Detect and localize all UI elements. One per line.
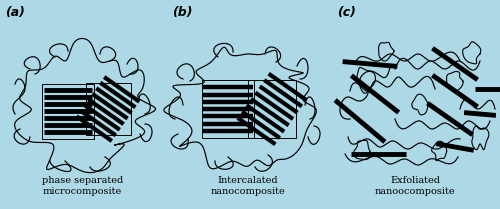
Text: (a): (a) xyxy=(5,6,25,19)
Bar xyxy=(248,80,296,138)
Text: phase separated
microcomposite: phase separated microcomposite xyxy=(42,176,123,196)
Text: (b): (b) xyxy=(172,6,193,19)
Bar xyxy=(42,84,94,139)
Bar xyxy=(202,80,254,138)
Text: Exfoliated
nanoocomposite: Exfoliated nanoocomposite xyxy=(374,176,456,196)
Text: (c): (c) xyxy=(338,6,356,19)
Bar xyxy=(86,83,130,135)
Text: Intercalated
nanocomposite: Intercalated nanocomposite xyxy=(210,176,285,196)
